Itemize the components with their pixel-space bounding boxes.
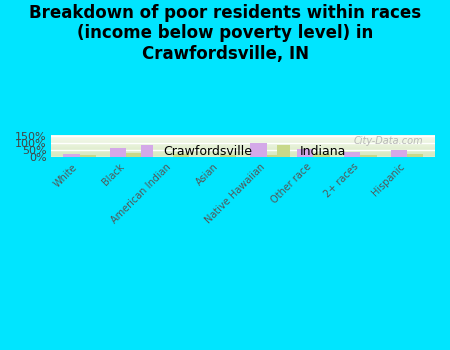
Bar	[110, 148, 126, 157]
Text: City-Data.com: City-Data.com	[354, 136, 423, 146]
Bar	[407, 154, 423, 157]
Bar	[250, 143, 267, 157]
Bar	[391, 150, 407, 157]
Bar	[126, 153, 143, 157]
Text: Breakdown of poor residents within races
(income below poverty level) in
Crawfor: Breakdown of poor residents within races…	[29, 4, 421, 63]
Bar	[344, 152, 360, 157]
Bar	[173, 154, 189, 157]
Bar	[267, 155, 283, 157]
Bar	[63, 154, 80, 157]
Legend: Crawfordsville, Indiana: Crawfordsville, Indiana	[135, 140, 351, 163]
Bar	[313, 154, 330, 157]
Bar	[360, 155, 377, 157]
Bar	[220, 155, 236, 157]
Bar	[80, 155, 96, 157]
Bar	[297, 149, 313, 157]
